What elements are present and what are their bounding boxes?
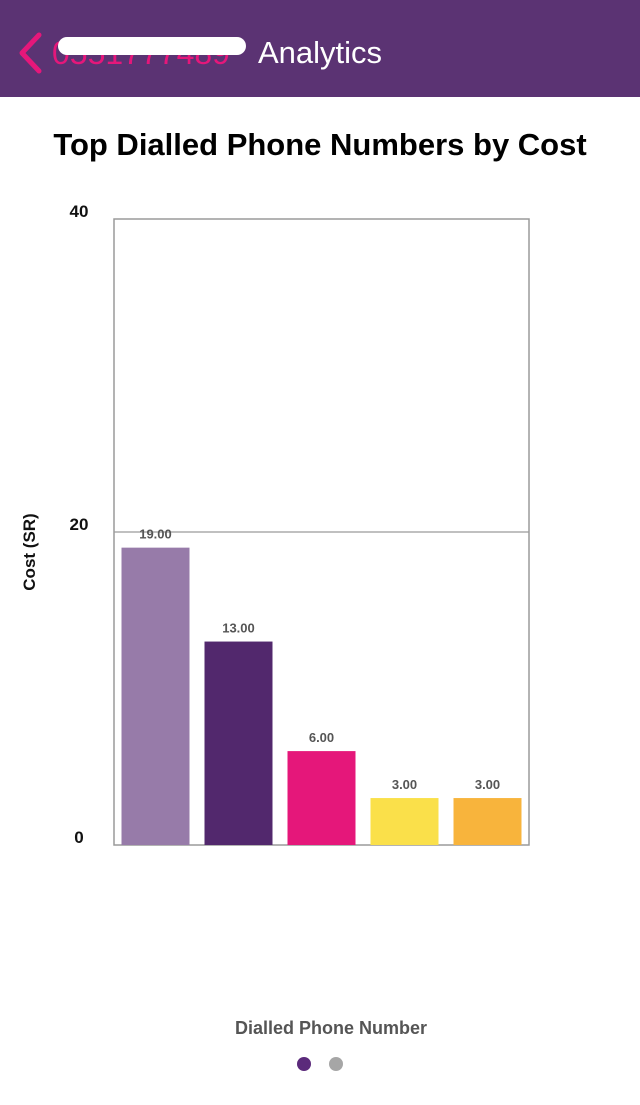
bar: [453, 798, 522, 845]
bar-value-label: 3.00: [475, 777, 500, 792]
bar-chart: 0 20 40 Cost (SR) 19.00 13.00 6.00 3.00 3.00 Dial…: [20, 202, 530, 1038]
redaction-mark: [58, 37, 246, 55]
page-indicator: [0, 1057, 640, 1073]
nav-subject[interactable]: 0551777489: [52, 34, 248, 72]
y-tick-label: 40: [70, 202, 89, 221]
back-button[interactable]: [10, 30, 50, 76]
page-dot-active[interactable]: [297, 1057, 311, 1071]
bar: [121, 547, 190, 845]
bar: [370, 798, 439, 845]
bar-value-label: 19.00: [139, 527, 172, 542]
y-axis-label: Cost (SR): [20, 513, 39, 590]
page-dot[interactable]: [329, 1057, 343, 1071]
chart-title: Top Dialled Phone Numbers by Cost: [53, 127, 587, 162]
bar-value-label: 6.00: [309, 730, 334, 745]
bar-value-label: 13.00: [222, 621, 255, 636]
navbar: 0551777489 Analytics: [0, 0, 640, 97]
chevron-left-icon: [19, 32, 42, 74]
bar-value-label: 3.00: [392, 777, 417, 792]
bar: [287, 751, 356, 845]
x-axis-label: Dialled Phone Number: [235, 1018, 427, 1038]
y-tick-label: 0: [74, 828, 83, 847]
nav-title: Analytics: [258, 35, 383, 70]
y-tick-label: 20: [70, 515, 89, 534]
bar: [204, 641, 273, 845]
